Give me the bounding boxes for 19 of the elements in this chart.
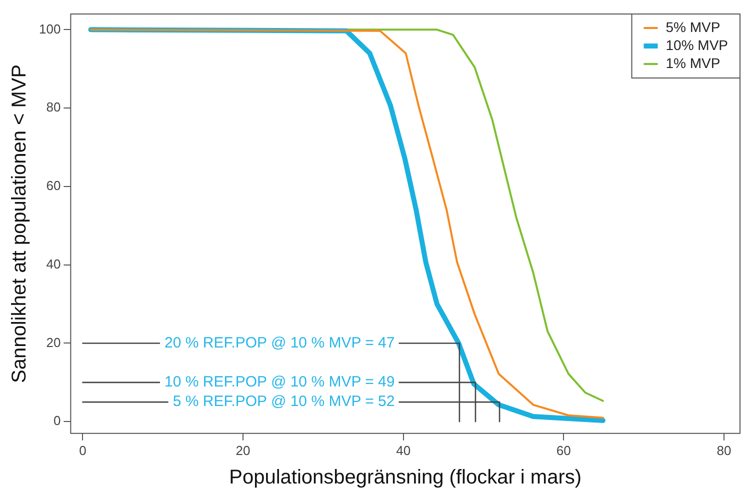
x-tick-label: 40 — [396, 442, 411, 458]
x-tick-label: 0 — [79, 442, 86, 458]
x-tick-label: 80 — [716, 442, 732, 458]
legend-label: 1% MVP — [666, 54, 720, 71]
x-axis-title: Populationsbegränsning (flockar i mars) — [229, 466, 582, 489]
y-tick-label: 100 — [38, 21, 61, 36]
x-tick-label: 60 — [556, 442, 571, 458]
y-tick-label: 80 — [46, 100, 61, 115]
y-tick-label: 60 — [46, 178, 61, 194]
y-tick-label: 0 — [53, 413, 61, 428]
y-axis-title: Sannolikhet att populationen < MVP — [8, 64, 31, 383]
annotation: 5 % REF.POP @ 10 % MVP = 52 — [172, 393, 395, 410]
annotation: 20 % REF.POP @ 10 % MVP = 47 — [164, 334, 395, 352]
annotation: 10 % REF.POP @ 10 % MVP = 49 — [164, 374, 395, 391]
legend-label: 10% MVP — [666, 36, 728, 53]
legend-label: 5% MVP — [666, 18, 720, 35]
y-tick-label: 20 — [46, 334, 61, 350]
y-tick-label: 40 — [46, 256, 61, 272]
x-tick-label: 20 — [236, 442, 250, 458]
